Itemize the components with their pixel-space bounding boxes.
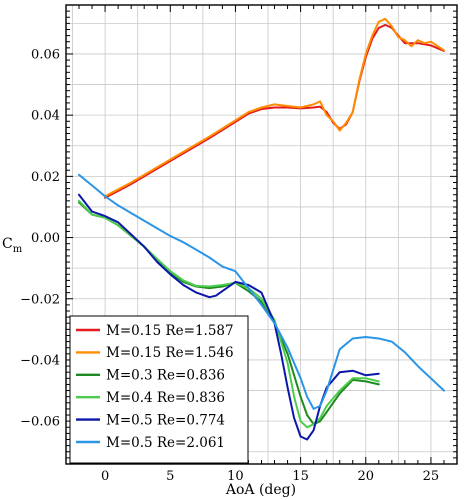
y-tick-label: 0.06 <box>31 47 60 62</box>
y-tick-label: 0.04 <box>31 109 60 124</box>
y-tick-label: 0.00 <box>31 231 60 246</box>
tick-labels: 0 5 10 15 20 25 −0.06 −0.04 −0.02 0.00 0.02 0.04 0.0… <box>20 47 439 484</box>
legend-label-2: M=0.15 Re=1.546 <box>106 345 234 361</box>
series-line-1 <box>104 23 445 199</box>
series-line-6 <box>78 173 445 410</box>
axis-ticks <box>65 4 458 464</box>
x-tick-label: 0 <box>101 469 109 484</box>
y-tick-label: −0.04 <box>20 353 60 368</box>
x-tick-label: 10 <box>227 469 244 484</box>
y-axis-label-subscript: m <box>13 244 23 255</box>
y-axis-label-main: C <box>2 236 13 252</box>
x-tick-label: 20 <box>357 469 374 484</box>
x-tick-label: 15 <box>292 469 309 484</box>
legend-label-1: M=0.15 Re=1.587 <box>106 323 234 339</box>
legend-label-5: M=0.5 Re=0.774 <box>106 412 225 428</box>
x-tick-label: 25 <box>423 469 440 484</box>
series-group <box>78 17 445 441</box>
series-line-2 <box>104 17 445 198</box>
y-tick-label: 0.02 <box>31 170 60 185</box>
y-tick-label: −0.06 <box>20 415 60 430</box>
y-tick-label: −0.02 <box>20 292 60 307</box>
legend-label-6: M=0.5 Re=2.061 <box>106 435 225 451</box>
legend-label-3: M=0.3 Re=0.836 <box>106 368 225 384</box>
legend-label-4: M=0.4 Re=0.836 <box>106 390 225 406</box>
x-tick-label: 5 <box>166 469 174 484</box>
y-axis-label: Cm <box>2 236 23 255</box>
x-axis-label: AoA (deg) <box>225 482 296 498</box>
legend-box <box>69 315 249 464</box>
legend: M=0.15 Re=1.587 M=0.15 Re=1.546 M=0.3 Re=0… <box>69 315 249 464</box>
